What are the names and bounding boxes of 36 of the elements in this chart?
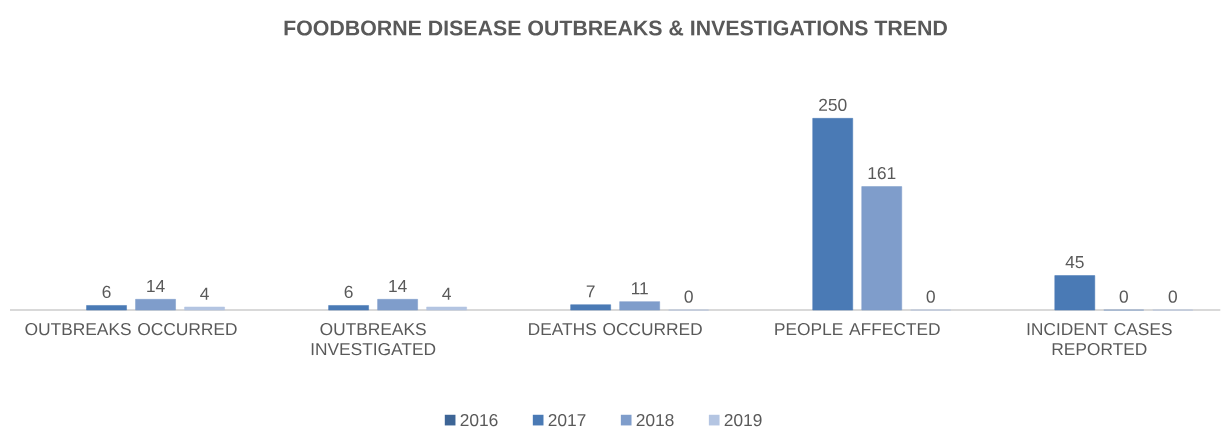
data-label: 0 <box>1168 290 1177 303</box>
bar <box>861 186 903 311</box>
data-label: 250 <box>819 98 847 111</box>
bar <box>426 306 467 311</box>
bar <box>328 305 369 311</box>
chart-title: FOODBORNE DISEASE OUTBREAKS & INVESTIGATIONS TREND <box>284 20 947 36</box>
data-label: 6 <box>344 285 353 299</box>
x-tick-label: DEATHS OCCURRED <box>529 322 702 336</box>
bar <box>377 299 418 311</box>
x-tick-label: OUTBREAKS OCCURRED <box>25 322 237 336</box>
data-label: 0 <box>684 290 693 303</box>
data-label: 14 <box>389 279 407 292</box>
bar <box>1054 275 1096 311</box>
bar <box>570 304 611 311</box>
bar <box>184 306 225 311</box>
bar <box>619 301 660 311</box>
data-label: 45 <box>1065 256 1084 269</box>
bar <box>812 118 853 311</box>
data-label: 4 <box>200 287 209 300</box>
data-label: 7 <box>586 285 595 298</box>
data-label: 0 <box>1119 290 1128 303</box>
x-tick-label: OUTBREAKS INVESTIGATED <box>311 322 436 356</box>
legend-label: 2018 <box>636 413 674 427</box>
x-tick-label: PEOPLE AFFECTED <box>775 322 940 336</box>
data-label: 14 <box>147 279 165 292</box>
x-tick-label: INCIDENT CASES REPORTED <box>1027 322 1172 356</box>
data-label: 0 <box>926 290 935 303</box>
data-label: 11 <box>632 282 648 295</box>
data-label: 4 <box>442 287 451 300</box>
legend-label: 2016 <box>460 413 498 427</box>
legend-label: 2019 <box>724 413 762 427</box>
bar <box>86 305 127 311</box>
data-label: 6 <box>102 285 111 299</box>
data-label: 161 <box>868 166 896 180</box>
legend-label: 2017 <box>548 413 586 427</box>
bar <box>135 299 176 311</box>
